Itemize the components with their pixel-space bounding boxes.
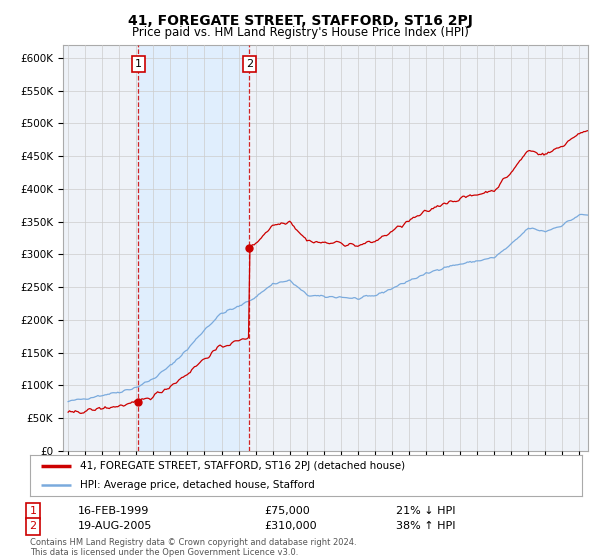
Text: 16-FEB-1999: 16-FEB-1999	[78, 506, 149, 516]
Text: Price paid vs. HM Land Registry's House Price Index (HPI): Price paid vs. HM Land Registry's House …	[131, 26, 469, 39]
Text: 21% ↓ HPI: 21% ↓ HPI	[396, 506, 455, 516]
Text: 1: 1	[135, 59, 142, 69]
Text: 2: 2	[29, 521, 37, 531]
Text: 2: 2	[246, 59, 253, 69]
Text: 41, FOREGATE STREET, STAFFORD, ST16 2PJ (detached house): 41, FOREGATE STREET, STAFFORD, ST16 2PJ …	[80, 461, 405, 471]
Text: HPI: Average price, detached house, Stafford: HPI: Average price, detached house, Staf…	[80, 479, 314, 489]
Text: Contains HM Land Registry data © Crown copyright and database right 2024.
This d: Contains HM Land Registry data © Crown c…	[30, 538, 356, 557]
Text: 38% ↑ HPI: 38% ↑ HPI	[396, 521, 455, 531]
Text: £75,000: £75,000	[264, 506, 310, 516]
Bar	[139, 45, 250, 451]
Text: 41, FOREGATE STREET, STAFFORD, ST16 2PJ: 41, FOREGATE STREET, STAFFORD, ST16 2PJ	[128, 14, 472, 28]
Text: £310,000: £310,000	[264, 521, 317, 531]
Text: 19-AUG-2005: 19-AUG-2005	[78, 521, 152, 531]
Text: 1: 1	[29, 506, 37, 516]
